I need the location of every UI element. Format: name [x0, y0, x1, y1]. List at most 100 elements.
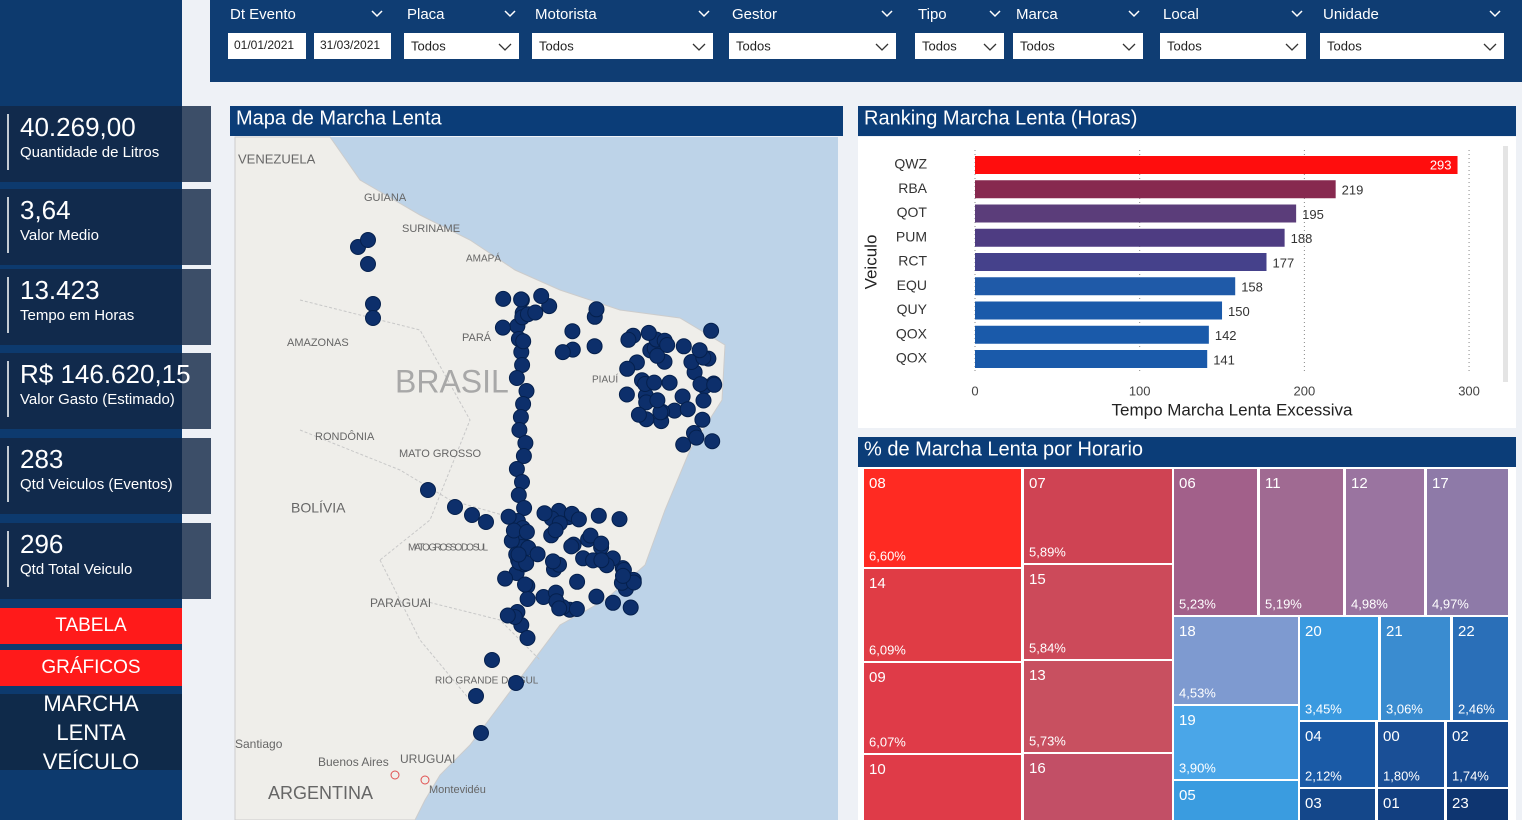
chevron: [1489, 10, 1501, 18]
filter-label: Local: [1163, 6, 1199, 23]
button[interactable]: GRÁFICOS: [0, 650, 182, 686]
dropdown[interactable]: [532, 33, 713, 59]
chevron: [698, 10, 710, 18]
dropdown-value: Todos: [736, 38, 771, 53]
map-point: [554, 344, 571, 361]
map-point: [545, 553, 561, 570]
cell-value: 5,23%: [1179, 596, 1216, 611]
map-point: [478, 514, 494, 530]
cell-label: 17: [1432, 475, 1449, 492]
dropdown-value: Todos: [1167, 38, 1202, 53]
cell-value: 3,06%: [1386, 701, 1423, 716]
filter-label: Tipo: [918, 6, 947, 23]
kpi-card: [0, 438, 211, 514]
dropdown-value: Todos: [1327, 38, 1362, 53]
map-point: [649, 347, 666, 364]
map-label: BRASIL: [395, 363, 509, 399]
cell-value: 4,98%: [1351, 596, 1388, 611]
bar: [975, 253, 1267, 271]
dropdown[interactable]: [404, 33, 519, 59]
map-point: [468, 688, 484, 704]
map-label: BOLÍVIA: [291, 500, 346, 516]
map-point: [464, 507, 480, 523]
dropdown[interactable]: [729, 33, 896, 59]
chevron: [371, 10, 383, 18]
chevron: [1291, 10, 1303, 18]
map-point: [519, 630, 536, 646]
map-point: [527, 304, 544, 321]
category-label: QWZ: [894, 156, 927, 172]
cell-label: 09: [869, 669, 886, 686]
map-title: Mapa de Marcha Lenta: [236, 107, 443, 129]
button[interactable]: TABELA: [0, 608, 182, 644]
chevron: [692, 43, 706, 51]
kpi-strip: [182, 189, 211, 265]
kpi-card: [0, 269, 211, 345]
dropdown[interactable]: [915, 33, 1004, 59]
map-point: [513, 291, 530, 308]
map-point: [519, 591, 536, 607]
cell-label: 21: [1386, 623, 1403, 640]
date-input[interactable]: [228, 33, 306, 59]
scrollbar: [1503, 146, 1508, 382]
map-point: [508, 370, 525, 386]
cell-label: 06: [1179, 475, 1196, 492]
cell-label: 19: [1179, 712, 1196, 729]
bar: [975, 204, 1297, 223]
map-label: GUIANA: [364, 192, 407, 204]
value-label: 293: [1430, 157, 1452, 172]
map-point: [688, 429, 705, 446]
cell-value: 5,19%: [1265, 596, 1302, 611]
value-label: 142: [1215, 328, 1237, 343]
map-label: PIAUÍ: [592, 373, 618, 386]
map-point: [586, 338, 603, 355]
map-point: [564, 323, 581, 340]
chevron: [989, 10, 1001, 18]
value-label: 150: [1228, 304, 1250, 319]
cell-label: 08: [869, 475, 886, 492]
value-label: 219: [1342, 183, 1364, 198]
map-point: [618, 386, 635, 403]
chevron: [498, 43, 512, 51]
date-input[interactable]: [314, 33, 391, 59]
map-point: [365, 310, 381, 326]
map-point: [605, 594, 621, 611]
value-label: 158: [1241, 280, 1263, 295]
map-label: URUGUAI: [400, 752, 455, 766]
treemap-cell: [1346, 469, 1424, 615]
dropdown[interactable]: [1013, 33, 1143, 59]
city-marker: [420, 775, 430, 785]
dropdown-value: Todos: [922, 38, 957, 53]
map-label: MATO GROSSO: [399, 448, 482, 460]
filter-label: Marca: [1016, 6, 1058, 23]
cell-label: 22: [1458, 623, 1475, 640]
treemap-cell: [1024, 754, 1172, 820]
dropdown[interactable]: [1320, 33, 1504, 59]
cell-label: 18: [1179, 623, 1196, 640]
chevron: [875, 43, 889, 51]
x-tick-label: 300: [1458, 383, 1480, 398]
map-label: RONDÔNIA: [315, 430, 375, 443]
map-label: Santiago: [235, 737, 283, 751]
treemap-cell: [1174, 781, 1298, 820]
filter-label: Dt Evento: [230, 6, 296, 23]
category-label: EQU: [897, 277, 927, 293]
map-point: [588, 588, 605, 605]
chevron: [1483, 43, 1497, 51]
dropdown[interactable]: [1160, 33, 1306, 59]
treemap-cell: [864, 469, 1021, 567]
cell-label: 00: [1383, 728, 1400, 745]
map-point: [590, 507, 607, 524]
map-point: [533, 288, 550, 304]
chevron: [504, 10, 516, 18]
treemap-cell: [1378, 789, 1444, 820]
cell-value: 2,12%: [1305, 768, 1342, 783]
button[interactable]: MARCHA LENTA VEÍCULO: [0, 691, 182, 774]
map-point: [570, 511, 587, 528]
map-point: [615, 567, 631, 584]
map-label: AMAZONAS: [287, 337, 349, 349]
map-point: [515, 333, 532, 350]
chevron: [1285, 43, 1299, 51]
map-point: [704, 433, 721, 450]
